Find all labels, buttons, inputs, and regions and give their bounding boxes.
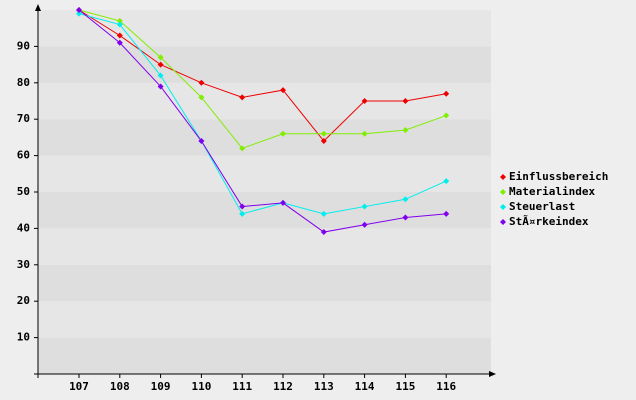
y-tick-label: 10 (17, 331, 30, 344)
legend-marker (500, 174, 506, 180)
point (320, 229, 327, 236)
legend-label: Steuerlast (509, 200, 575, 213)
y-tick-label: 50 (17, 185, 30, 198)
plot-bands (38, 10, 491, 374)
point (361, 203, 368, 210)
point (443, 112, 450, 119)
x-tick-label: 109 (151, 380, 171, 393)
legend-label: Einflussbereich (509, 170, 608, 183)
point (198, 79, 205, 86)
legend-marker (500, 189, 506, 195)
grid-band (38, 46, 491, 83)
point (239, 145, 246, 152)
point (157, 83, 164, 90)
point (402, 214, 409, 221)
legend-marker (500, 219, 506, 225)
point (443, 90, 450, 97)
legend-marker (500, 204, 506, 210)
point (157, 72, 164, 79)
grid-band (38, 264, 491, 302)
point (402, 127, 409, 134)
point (361, 130, 368, 137)
grid-band (38, 192, 491, 229)
point (239, 203, 246, 210)
y-tick-label: 80 (17, 76, 30, 89)
x-tick-label: 114 (355, 380, 375, 393)
point (239, 94, 246, 101)
grid-band (38, 10, 491, 47)
point (76, 10, 82, 17)
point (320, 210, 327, 217)
y-axis-arrow (35, 4, 41, 11)
series-line (78, 9, 447, 149)
x-tick-label: 115 (395, 380, 415, 393)
legend-label: StÃ¤rkeindex (509, 215, 589, 228)
point (157, 61, 164, 68)
x-axis-arrow (489, 371, 496, 377)
grid-band (38, 119, 491, 156)
point (116, 21, 123, 28)
point (361, 221, 368, 228)
point (116, 39, 123, 46)
point (239, 210, 246, 217)
point (402, 196, 409, 203)
x-tick-label: 113 (314, 380, 334, 393)
point (443, 210, 450, 217)
x-tick-label: 111 (232, 380, 252, 393)
series-line (78, 9, 447, 233)
y-tick-label: 40 (17, 221, 30, 234)
point (157, 54, 164, 61)
grid-band (38, 155, 491, 192)
point (116, 17, 123, 24)
point (280, 199, 286, 206)
y-tick-label: 60 (17, 149, 30, 162)
legend-label: Materialindex (509, 185, 595, 198)
y-tick-label: 70 (17, 112, 30, 125)
y-tick-label: 90 (17, 39, 30, 52)
point (198, 138, 205, 145)
y-tick-label: 30 (17, 258, 30, 271)
point (76, 7, 82, 13)
x-tick-label: 107 (69, 380, 89, 393)
x-tick-label: 112 (273, 380, 293, 393)
point (280, 130, 286, 137)
point (320, 130, 327, 137)
point (402, 98, 409, 104)
series-line (78, 13, 447, 215)
grid-band (38, 301, 491, 338)
point (320, 138, 327, 145)
point (198, 94, 205, 101)
point (443, 178, 450, 185)
x-tick-label: 108 (110, 380, 130, 393)
x-tick-label: 110 (191, 380, 211, 393)
point (361, 98, 368, 104)
y-tick-label: 20 (17, 294, 30, 307)
point (116, 32, 123, 39)
point (280, 87, 286, 94)
grid-band (38, 228, 491, 265)
grid-band (38, 82, 491, 120)
grid-band (38, 337, 491, 374)
x-tick-label: 116 (436, 380, 456, 393)
